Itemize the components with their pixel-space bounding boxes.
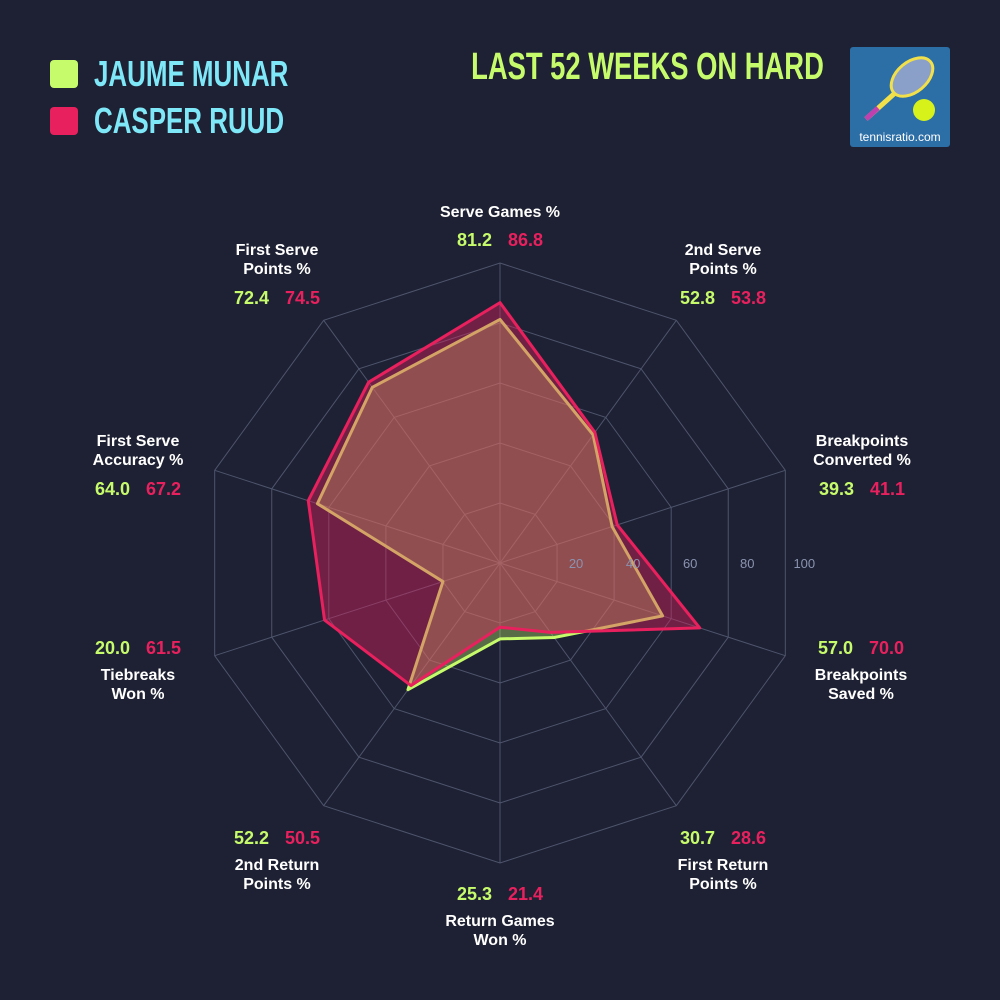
data-label-1: 81.2	[456, 230, 492, 250]
data-label-1: 25.3	[456, 884, 492, 904]
data-labels: 39.3 41.1	[762, 479, 962, 500]
data-label-1: 52.2	[233, 828, 269, 848]
grid-spoke	[499, 562, 677, 806]
data-label-2: 74.5	[285, 288, 321, 308]
chart-title: LAST 52 WEEKS ON HARD	[471, 46, 824, 88]
axis-label: Serve Games %	[400, 203, 600, 222]
axis-label: First Return Points %	[623, 856, 823, 894]
grid-spoke	[323, 320, 501, 564]
data-label-1: 30.7	[679, 828, 715, 848]
tennisratio-logo: tennisratio.com	[850, 47, 950, 147]
axis-label: First Serve Accuracy %	[38, 432, 238, 470]
tick-label: 60	[683, 556, 697, 571]
axis-label-line: First Serve	[96, 433, 180, 450]
data-labels: 72.4 74.5	[177, 288, 377, 309]
legend: JAUME MUNAR CASPER RUUD	[50, 50, 364, 144]
axis-label: Breakpoints Converted %	[762, 432, 962, 470]
data-label-1: 57.0	[817, 638, 853, 658]
data-label-1: 39.3	[818, 479, 854, 499]
data-label-2: 41.1	[870, 479, 906, 499]
grid-spoke	[214, 469, 501, 564]
axis-label-line: 2nd Serve	[684, 242, 762, 259]
axis-label: 2nd Serve Points %	[623, 241, 823, 279]
axis-label-line: First Serve	[235, 242, 319, 259]
tick-label: 20	[569, 556, 583, 571]
axis-label-line: Points %	[243, 876, 311, 893]
data-label-2: 67.2	[146, 479, 182, 499]
data-label-2: 21.4	[508, 884, 544, 904]
axis-label-line: Saved %	[828, 686, 894, 703]
axis-label-line: First Return	[677, 857, 769, 874]
data-labels: 64.0 67.2	[38, 479, 238, 500]
axis-label-line: Converted %	[813, 452, 911, 469]
axis-label-line: Return Games	[445, 913, 555, 930]
legend-item-ruud: CASPER RUUD	[50, 97, 364, 144]
legend-label: CASPER RUUD	[94, 99, 285, 141]
legend-label: JAUME MUNAR	[94, 52, 289, 94]
tick-label: 40	[626, 556, 640, 571]
grid-spoke	[499, 469, 786, 564]
axis-label: First Serve Points %	[177, 241, 377, 279]
racket-ball-icon	[864, 56, 935, 121]
data-labels: 81.2 86.8	[400, 230, 600, 251]
data-label-2: 70.0	[869, 638, 905, 658]
tick-label: 80	[740, 556, 754, 571]
grid-spoke	[499, 320, 677, 564]
logo-text: tennisratio.com	[859, 130, 941, 144]
axis-label-line: Won %	[111, 686, 165, 703]
data-label-2: 28.6	[731, 828, 767, 848]
axis-label-line: Points %	[689, 876, 757, 893]
data-labels: 20.0 61.5	[38, 638, 238, 659]
data-label-2: 61.5	[146, 638, 182, 658]
series-polygon-1	[315, 317, 665, 692]
data-labels: 52.8 53.8	[623, 288, 823, 309]
axis-label: Return Games Won %	[400, 912, 600, 950]
tick-label: 100	[793, 556, 815, 571]
data-label-1: 72.4	[233, 288, 269, 308]
axis-label-line: Points %	[243, 261, 311, 278]
legend-swatch	[50, 59, 78, 88]
data-labels: 25.3 21.4	[400, 884, 600, 905]
axis-label: Tiebreaks Won %	[38, 666, 238, 704]
data-label-1: 20.0	[94, 638, 130, 658]
data-labels: 30.7 28.6	[623, 828, 823, 849]
data-label-2: 50.5	[285, 828, 321, 848]
legend-item-munar: JAUME MUNAR	[50, 50, 364, 97]
grid-spoke	[214, 562, 501, 657]
axis-label: Breakpoints Saved %	[761, 666, 961, 704]
data-label-2: 86.8	[508, 230, 544, 250]
axis-label-line: Won %	[473, 932, 527, 949]
grid-spoke	[499, 562, 786, 657]
axis-label: 2nd Return Points %	[177, 856, 377, 894]
data-label-2: 53.8	[731, 288, 767, 308]
axis-label-line: Breakpoints	[814, 667, 908, 684]
data-labels: 52.2 50.5	[177, 828, 377, 849]
axis-label-line: Serve Games %	[439, 204, 561, 221]
axis-label-line: 2nd Return	[234, 857, 320, 874]
series-polygon-2	[306, 301, 702, 688]
data-label-1: 52.8	[679, 288, 715, 308]
axis-label-line: Tiebreaks	[100, 667, 176, 684]
axis-label-line: Points %	[689, 261, 757, 278]
data-label-1: 64.0	[94, 479, 130, 499]
axis-label-line: Accuracy %	[92, 452, 184, 469]
axis-label-line: Breakpoints	[815, 433, 909, 450]
data-labels: 57.0 70.0	[761, 638, 961, 659]
legend-swatch	[50, 106, 78, 135]
